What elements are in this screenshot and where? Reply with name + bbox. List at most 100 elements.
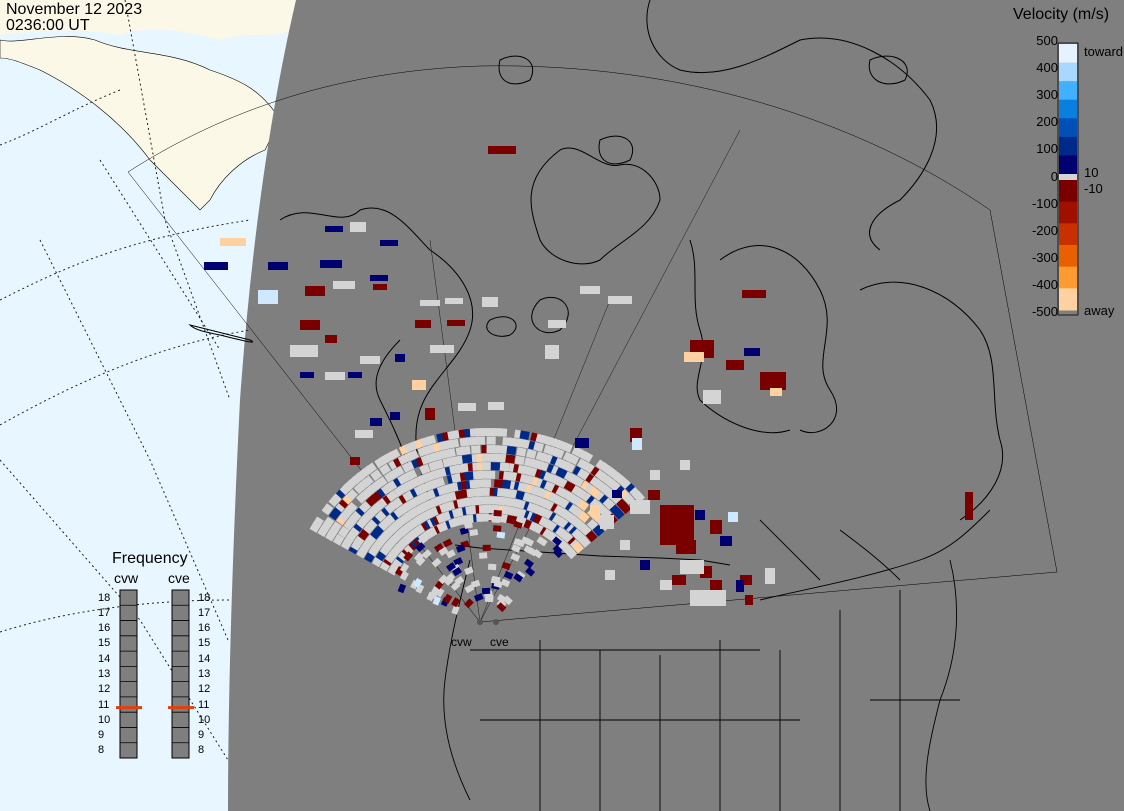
colorbar-segment-low [1059,174,1077,180]
frequency-scale-label-left: 13 [98,668,111,680]
velocity-cell [348,372,362,378]
velocity-cell [320,260,342,268]
velocity-cell [426,591,436,602]
velocity-cell [415,542,426,552]
velocity-cell [425,408,435,420]
velocity-cell [572,475,585,488]
velocity-cell [370,418,382,426]
velocity-cell [425,434,437,446]
velocity-cell [475,436,486,445]
velocity-cell [370,275,388,281]
colorbar-segment-away [1059,180,1077,203]
legend-tick-label: 400 [1036,60,1058,76]
velocity-cell [581,451,594,463]
legend-tick-label: 0 [1050,168,1058,184]
velocity-cell [497,428,508,437]
velocity-cell [524,537,535,547]
velocity-cell [290,345,318,357]
velocity-cell [412,380,426,390]
velocity-cell [332,533,345,546]
colorbar-segment-away [1059,288,1077,311]
velocity-cell [312,516,324,529]
velocity-cell [459,526,469,535]
velocity-cell [672,575,686,585]
velocity-cell [496,602,507,613]
colorbar-segment-toward [1059,155,1077,175]
velocity-cell [680,560,704,574]
velocity-cell [605,570,615,580]
velocity-cell [676,540,696,554]
velocity-cell [474,593,484,602]
frequency-scale-label-left: 12 [98,683,111,696]
velocity-cell [561,441,574,453]
legend-neg10-label: -10 [1084,181,1103,196]
velocity-cell [760,372,786,390]
velocity-cell [417,535,428,546]
velocity-cell [536,536,547,546]
velocity-cell [650,470,660,480]
velocity-cell [438,546,449,557]
frequency-scale-label-left: 8 [98,744,105,757]
velocity-cell [488,146,516,154]
velocity-cell [497,488,507,497]
velocity-cell [364,462,377,475]
velocity-cell [493,580,503,589]
frequency-scale-label-right: 12 [198,683,211,696]
velocity-cell [431,557,442,568]
velocity-cell [325,335,337,343]
frequency-scale-label-left: 11 [98,698,110,711]
velocity-cell [471,445,481,454]
frequency-bar-cve [171,589,190,759]
legend-toward-label: toward [1084,44,1124,59]
colorbar-segment-away [1059,201,1077,224]
velocity-cell [489,496,499,505]
velocity-cell [527,547,538,557]
velocity-cell [506,445,517,455]
velocity-cell [525,566,536,577]
frequency-scale-label-left: 15 [98,637,111,650]
velocity-cell [630,500,650,514]
frequency-scale-label-right: 8 [198,744,205,757]
velocity-cell [608,296,632,304]
legend-tick-label: -400 [1031,276,1058,292]
legend-away-label: away [1084,303,1115,318]
velocity-cell [710,520,722,534]
velocity-cell [430,345,454,353]
velocity-cell [580,286,600,294]
frequency-title: Frequency [112,550,188,567]
velocity-cell [684,352,704,362]
frequency-scale-label-left: 10 [98,713,111,726]
velocity-cell [533,441,544,452]
colorbar-segment-away [1059,266,1077,289]
velocity-cell [505,454,516,464]
velocity-cell [516,515,527,524]
legend-tick-label: -500 [1031,304,1058,319]
velocity-cell [513,573,524,583]
velocity-cell [496,531,506,539]
velocity-cell [445,549,456,559]
velocity-cell [555,486,568,498]
velocity-cell [474,487,484,497]
velocity-cell [553,447,565,459]
frequency-scale-label-left: 18 [98,591,111,604]
velocity-cell [452,566,463,577]
velocity-cell [415,320,431,328]
velocity-cell [450,581,461,591]
velocity-cell [464,471,475,481]
velocity-cell [620,540,630,550]
legend-tick-label: -100 [1031,195,1058,211]
velocity-cell [204,262,228,270]
frequency-radar-cvw-label: cvw [114,570,139,586]
velocity-cell [375,476,388,489]
velocity-cell [258,296,278,304]
velocity-cell [770,388,782,396]
velocity-cell [481,587,491,595]
velocity-cell [373,284,387,290]
velocity-cell [337,526,350,538]
velocity-cell [577,499,590,512]
velocity-cell [965,492,973,520]
velocity-cell [575,438,589,448]
velocity-cell [490,462,501,471]
velocity-cell [478,496,488,505]
velocity-cell [445,572,456,583]
